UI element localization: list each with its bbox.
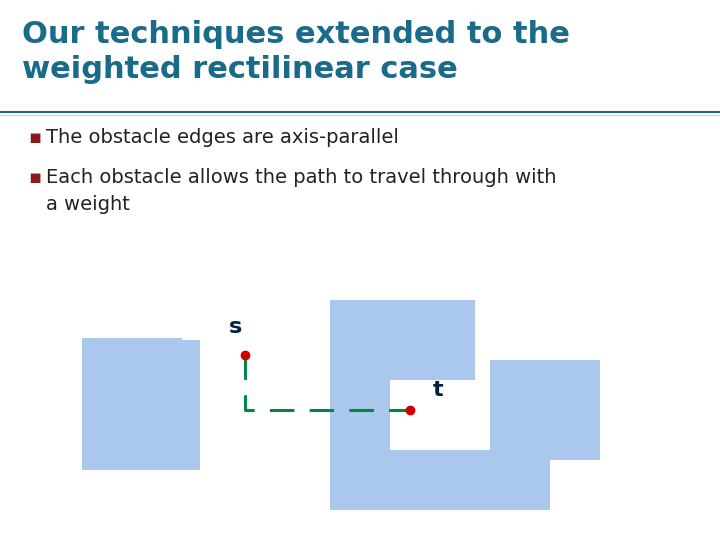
Text: ▪: ▪ xyxy=(28,128,41,147)
Text: Our techniques extended to the
weighted rectilinear case: Our techniques extended to the weighted … xyxy=(22,20,570,84)
Text: s: s xyxy=(228,317,242,337)
Text: t: t xyxy=(433,380,444,400)
Bar xyxy=(82,340,172,470)
Bar xyxy=(490,360,600,460)
Text: The obstacle edges are axis-parallel: The obstacle edges are axis-parallel xyxy=(46,128,399,147)
Text: Each obstacle allows the path to travel through with
a weight: Each obstacle allows the path to travel … xyxy=(46,168,557,213)
Bar xyxy=(330,300,475,380)
Polygon shape xyxy=(82,338,200,470)
Text: ▪: ▪ xyxy=(28,168,41,187)
Bar xyxy=(82,340,132,400)
Bar xyxy=(82,338,132,398)
Polygon shape xyxy=(82,340,200,470)
Bar xyxy=(82,338,182,378)
Polygon shape xyxy=(330,380,550,510)
